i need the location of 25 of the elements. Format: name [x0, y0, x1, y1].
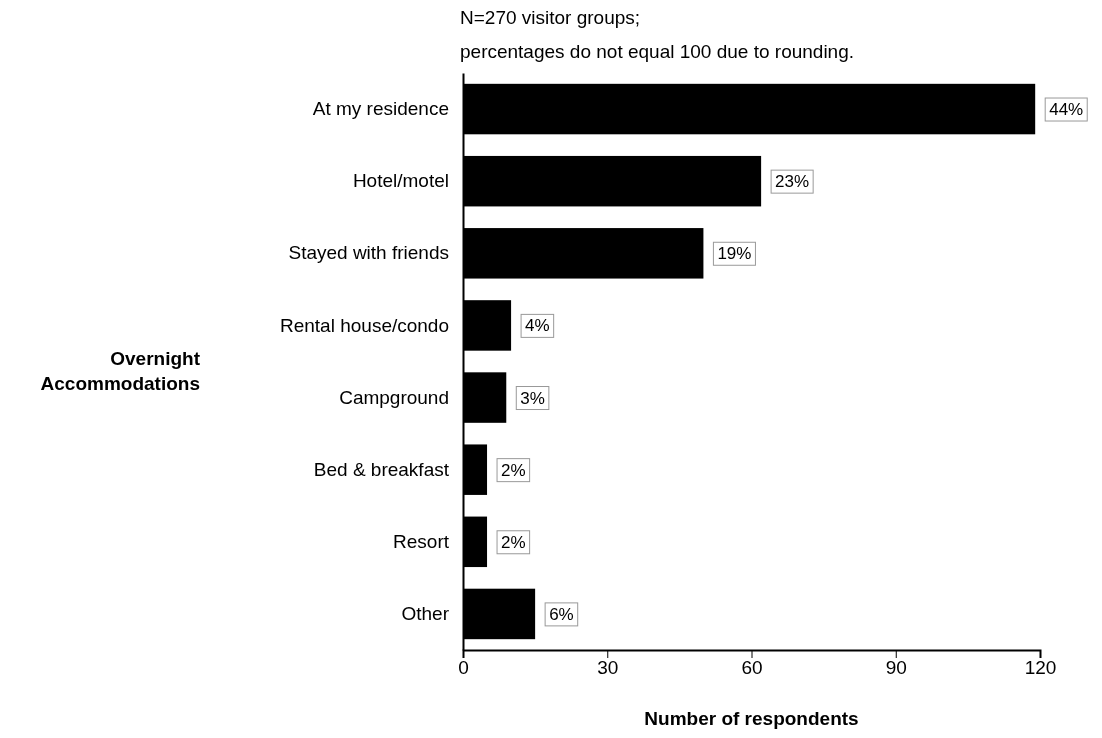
y-tick-label: Resort — [393, 530, 450, 552]
y-tick-label: Campground — [339, 386, 449, 408]
annotation: 44% — [1049, 100, 1084, 120]
y-tick-label: Hotel/motel — [352, 170, 449, 192]
annotation: 6% — [549, 604, 574, 624]
x-tick-label: 90 — [885, 657, 907, 679]
annotation: 19% — [717, 244, 752, 264]
y-tick-label: At my residence — [312, 98, 449, 120]
y-axis-title: Overnight Accommodations — [40, 348, 201, 394]
chart-subtitle: percentages do not equal 100 due to rounding. — [460, 41, 855, 62]
x-axis-title: Number of respondents — [644, 708, 859, 729]
y-tick-label: Bed & breakfast — [313, 458, 450, 480]
chart-title: N=270 visitor groups; — [460, 7, 641, 28]
x-tick-label: 120 — [1024, 657, 1057, 679]
y-tick-label: Rental house/condo — [279, 314, 449, 336]
y-tick-label: Stayed with friends — [288, 242, 449, 264]
annotation: 2% — [501, 460, 526, 480]
annotation: 3% — [520, 388, 545, 408]
x-tick-label: 60 — [741, 657, 763, 679]
x-tick-label: 30 — [597, 657, 619, 679]
annotation: 23% — [775, 172, 810, 192]
annotation: 2% — [501, 532, 526, 552]
x-tick-label: 0 — [458, 657, 469, 679]
annotation: 4% — [525, 316, 550, 336]
y-tick-label: Other — [401, 603, 450, 625]
